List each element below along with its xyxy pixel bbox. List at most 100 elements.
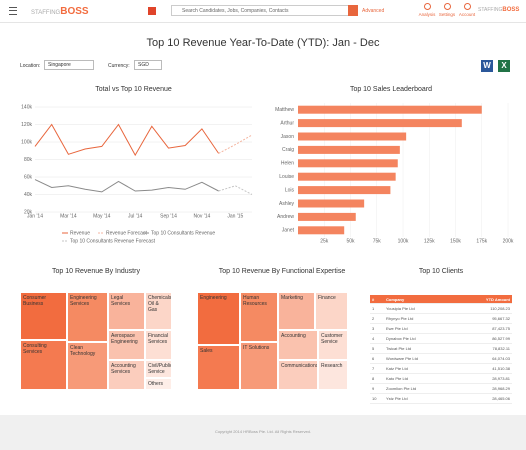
apps-icon[interactable] — [148, 7, 156, 15]
table-cell: 41,510.38 — [455, 363, 512, 374]
y-tick-label: 140k — [21, 104, 32, 110]
industry-treemap: Consumer Business Consulting Services Engi… — [20, 292, 172, 390]
currency-label: Currency: — [108, 63, 130, 69]
treemap-cell: Legal Services — [108, 292, 145, 330]
cell-label: Sales — [200, 348, 213, 354]
bar — [298, 212, 356, 221]
bar — [298, 132, 407, 141]
series-line — [34, 123, 220, 157]
table-cell: Rhynyo Pte Ltd — [384, 313, 456, 324]
top-bar: STAFFINGBOSS Search Candidates, Jobs, Co… — [0, 0, 526, 23]
y-tick-label: Janet — [282, 228, 295, 234]
cell-label: Chemicals/ Oil & Gas — [148, 295, 172, 313]
location-select[interactable]: Singapore — [44, 60, 94, 70]
y-tick-label: 40k — [24, 192, 33, 198]
table-row: 7 Katz Pte Ltd 41,510.38 — [370, 363, 512, 374]
y-tick-label: 100k — [21, 139, 32, 145]
table-cell: Ewe Pte Ltd — [384, 323, 456, 334]
table-row: 6 Wordware Pte Ltd 64,074.03 — [370, 353, 512, 364]
menu-icon[interactable] — [9, 7, 17, 15]
cell-label: Legal Services — [111, 295, 131, 307]
table-cell: 10 — [370, 393, 384, 404]
logo-suffix: BOSS — [60, 6, 89, 17]
clients-title: Top 10 Clients — [418, 268, 464, 275]
legend-label: Revenue Forecast — [106, 230, 147, 236]
nav-item[interactable]: Analysis — [417, 3, 437, 17]
treemap-cell: Sales — [197, 345, 240, 390]
cell-label: Others — [148, 381, 164, 387]
currency-value: SGD — [138, 62, 149, 68]
cell-label: Financial Services — [148, 333, 169, 345]
treemap-cell: Marketing — [278, 292, 315, 330]
bar — [298, 105, 482, 114]
x-tick-label: Nov '14 — [194, 213, 211, 219]
nav-icon — [463, 3, 471, 10]
table-row: 8 Kato Pte Ltd 28,973.81 — [370, 373, 512, 384]
table-cell: 28,968.29 — [455, 383, 512, 394]
table-cell: 28,973.81 — [455, 373, 512, 384]
y-tick-label: Lois — [285, 187, 295, 193]
treemap-cell: Communications — [278, 360, 318, 390]
treemap-cell: Aerospace Engineering — [108, 330, 145, 360]
table-cell: Yousipia Pte Ltd — [384, 303, 456, 314]
currency-select[interactable]: SGD — [134, 60, 162, 70]
table-cell: 87,423.75 — [455, 323, 512, 334]
table-cell: 6 — [370, 353, 384, 364]
table-cell: 4 — [370, 333, 384, 344]
table-cell: 95,667.32 — [455, 313, 512, 324]
table-row: 3 Ewe Pte Ltd 87,423.75 — [370, 323, 512, 334]
y-tick-label: Jason — [281, 134, 295, 140]
y-tick-label: Andrew — [277, 214, 294, 220]
legend-label: Revenue — [70, 230, 90, 236]
cell-label: Research — [321, 363, 343, 369]
search-placeholder: Search Candidates, Jobs, Companies, Cont… — [182, 8, 289, 14]
y-tick-label: Ashley — [279, 201, 295, 207]
word-export[interactable]: W — [481, 60, 493, 72]
x-tick-label: Sep '14 — [160, 213, 177, 219]
cell-label: Consulting Services — [23, 343, 47, 355]
search-box[interactable]: Search Candidates, Jobs, Companies, Cont… — [171, 5, 357, 16]
function-title: Top 10 Revenue By Functional Expertise — [218, 268, 346, 275]
table-cell: 110,208.23 — [455, 303, 512, 314]
nav-item[interactable]: Settings — [437, 3, 457, 17]
cell-label: IT Solutions — [243, 345, 270, 351]
cell-label: Accounting — [281, 333, 306, 339]
legend-label: Top 10 Consultants Revenue Forecast — [70, 238, 156, 244]
y-tick-label: 80k — [24, 157, 33, 163]
column-header: YTD Amount — [455, 295, 512, 304]
chart-title: Total vs Top 10 Revenue — [95, 86, 172, 93]
table-cell: 78,832.11 — [455, 343, 512, 354]
treemap-cell: IT Solutions — [240, 342, 278, 390]
cell-label: Finance — [318, 295, 336, 301]
advanced-link[interactable]: Advanced — [362, 8, 385, 14]
logo[interactable]: STAFFINGBOSS — [31, 6, 89, 17]
table-cell: Wordware Pte Ltd — [384, 353, 456, 364]
bar — [298, 119, 462, 128]
x-tick-label: 125k — [424, 238, 435, 244]
table-cell: 28,465.06 — [455, 393, 512, 404]
bar — [298, 145, 400, 154]
clients-table: # Company YTD Amount 1 Yousipia Pte Ltd 110,2… — [370, 295, 512, 404]
table-cell: 7 — [370, 363, 384, 374]
cell-label: Consumer Business — [23, 295, 47, 307]
location-label: Location: — [20, 63, 41, 69]
cell-label: Human Resources — [243, 295, 267, 307]
table-cell: 8 — [370, 373, 384, 384]
excel-export[interactable]: X — [498, 60, 510, 72]
x-tick-label: 50k — [346, 238, 355, 244]
search-button[interactable] — [348, 5, 358, 16]
nav-item[interactable]: Account — [457, 3, 477, 17]
cell-label: Clean Technology — [70, 345, 96, 357]
table-header-row: # Company YTD Amount — [370, 295, 512, 304]
table-row: 5 Twicat Pte Ltd 78,832.11 — [370, 343, 512, 354]
treemap-cell: Finance — [315, 292, 348, 330]
right-logo-prefix: STAFFING — [478, 7, 503, 13]
treemap-cell: Accounting Services — [108, 360, 145, 390]
cell-label: Engineering — [200, 295, 227, 301]
table-row: 2 Rhynyo Pte Ltd 95,667.32 — [370, 313, 512, 324]
x-tick-label: Jan '14 — [27, 213, 43, 219]
series-line — [218, 134, 253, 154]
treemap-cell: Others — [145, 378, 172, 390]
